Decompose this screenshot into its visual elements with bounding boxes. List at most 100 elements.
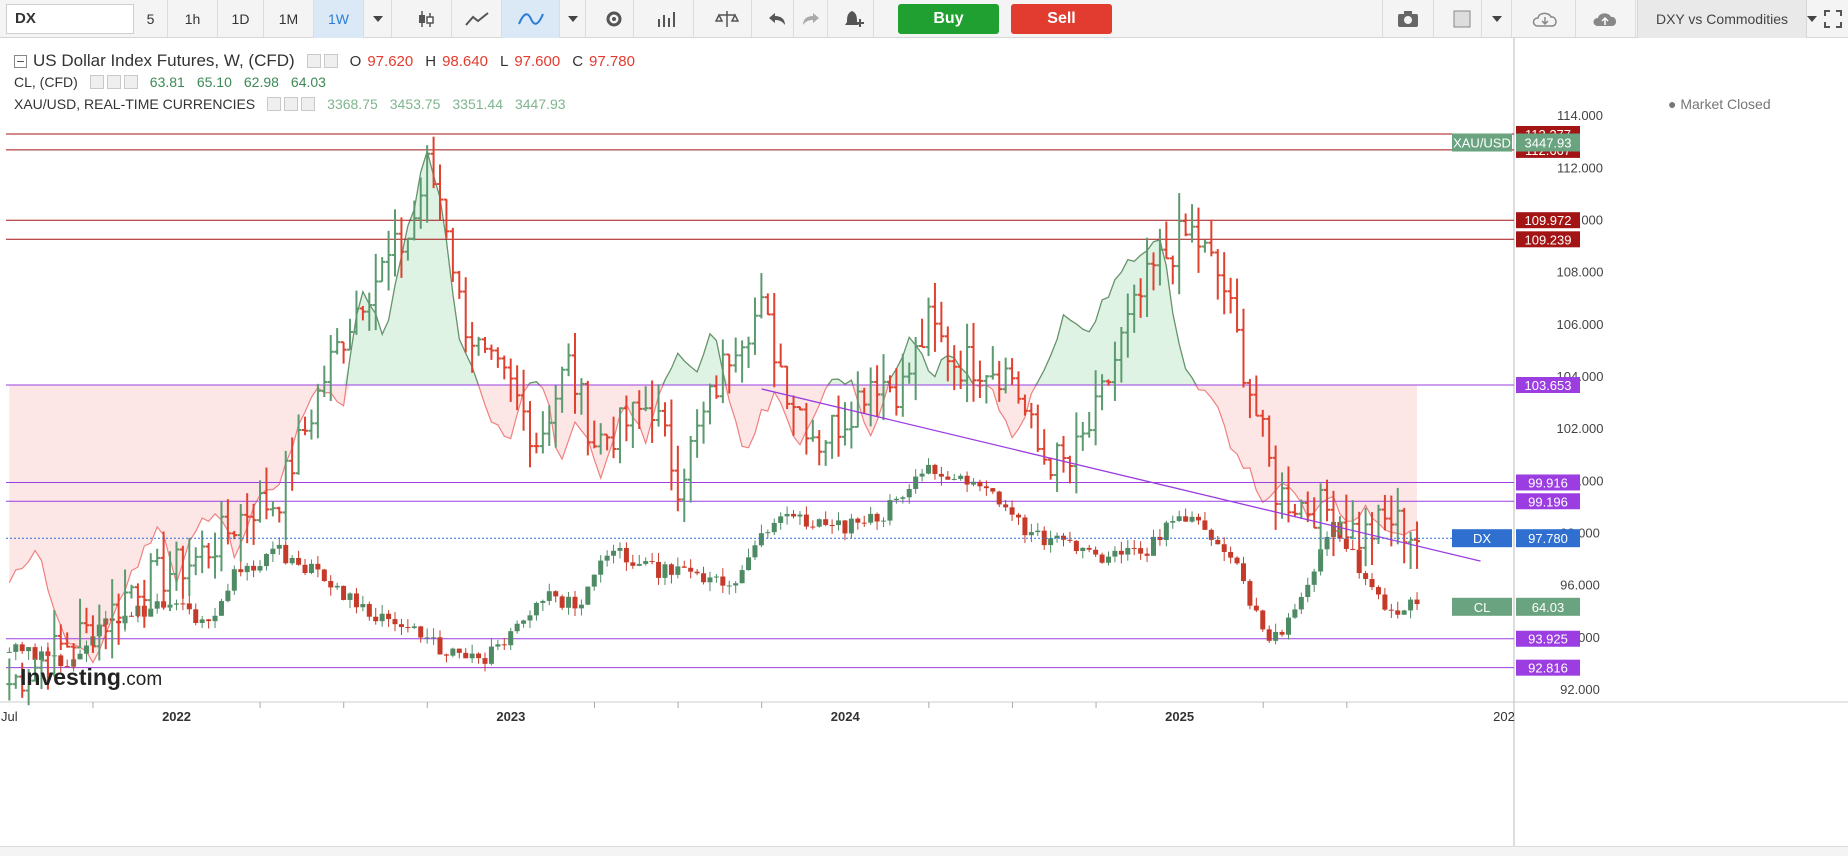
cl-candle (1048, 538, 1054, 546)
sell-button[interactable]: Sell (1011, 4, 1112, 34)
chart-type-candles[interactable] (400, 0, 452, 38)
footer-bar (0, 846, 1848, 856)
cl-candle (559, 596, 565, 608)
price-chart[interactable]: 92.00094.00096.00098.000100.000102.00010… (0, 38, 1848, 856)
eye-icon[interactable] (306, 54, 321, 68)
cl-candle (1035, 530, 1041, 533)
settings-icon[interactable] (284, 97, 299, 111)
cl-candle (1028, 532, 1034, 536)
cl-candle (881, 520, 887, 522)
cl-candle (1183, 516, 1189, 522)
indicators-button[interactable] (502, 0, 560, 38)
cl-candle (1298, 597, 1304, 610)
interval-1w[interactable]: 1W (314, 0, 364, 38)
cl-candle (1105, 556, 1111, 563)
close-icon[interactable] (123, 75, 138, 89)
cl-candle (778, 516, 784, 523)
redo-button[interactable] (794, 0, 828, 38)
cl-candle (1253, 605, 1259, 611)
template-button[interactable] (1442, 0, 1482, 38)
cl-candle (1125, 547, 1131, 555)
cl-candle (1260, 610, 1266, 630)
cl-candle (733, 583, 739, 586)
alert-button[interactable] (834, 0, 874, 38)
series-label-tag (1452, 133, 1512, 152)
layout-dropdown[interactable] (1807, 0, 1817, 38)
cl-candle (855, 518, 861, 523)
price-line-badge (1516, 630, 1580, 647)
load-layout-button[interactable] (1516, 0, 1576, 38)
xau-series-controls[interactable] (267, 97, 316, 111)
settings-button[interactable] (594, 0, 634, 38)
y-tick-label: 112.000 (1557, 160, 1603, 175)
legend-collapse-icon[interactable] (14, 54, 27, 68)
interval-1d[interactable]: 1D (218, 0, 264, 38)
interval-1m[interactable]: 1M (264, 0, 314, 38)
cl-candle (585, 586, 591, 605)
cl-candle (302, 564, 308, 574)
cl-candle (887, 500, 893, 521)
main-series-controls[interactable] (306, 54, 338, 68)
cl-candle (617, 547, 623, 551)
chart-area[interactable]: 92.00094.00096.00098.000100.000102.00010… (0, 38, 1848, 856)
cl-candle (990, 488, 996, 492)
cl-candle (353, 593, 359, 608)
cl-candle (1292, 609, 1298, 618)
cl-candle (758, 533, 764, 546)
eye-icon[interactable] (267, 97, 282, 111)
indicators-dropdown[interactable] (560, 0, 586, 38)
cl-candle (746, 557, 752, 571)
cl-candle (1369, 579, 1375, 588)
layout-select[interactable]: DXY vs Commodities (1637, 0, 1807, 38)
save-layout-button[interactable] (1576, 0, 1636, 38)
xau-close: 3447.93 (514, 96, 566, 112)
interval-5[interactable]: 5 (134, 0, 168, 38)
chart-type-line[interactable] (452, 0, 502, 38)
compare-button[interactable] (642, 0, 694, 38)
cl-candle (1318, 549, 1324, 572)
cl-candle (1118, 550, 1124, 555)
cl-candle (591, 574, 597, 587)
series-badges: XAU/USD 3447.93 DX 97.780 CL 64.03 (1452, 133, 1580, 616)
interval-dropdown[interactable] (364, 0, 392, 38)
close-icon[interactable] (301, 97, 316, 111)
undo-button[interactable] (760, 0, 794, 38)
cl-candle (926, 464, 932, 474)
cl-candle (983, 486, 989, 489)
cl-candle (668, 564, 674, 575)
ohlc-close-value: 97.780 (589, 52, 635, 70)
cl-candle (636, 563, 642, 566)
xau-low: 3351.44 (452, 96, 503, 112)
cl-candle (244, 565, 250, 573)
scale-button[interactable] (702, 0, 752, 38)
cl-candle (938, 473, 944, 477)
cl-candle (19, 644, 25, 652)
cl-candle (803, 514, 809, 527)
cl-candle (1228, 551, 1234, 558)
price-line-label: 92.816 (1528, 661, 1568, 676)
template-dropdown[interactable] (1482, 0, 1512, 38)
snapshot-button[interactable] (1382, 0, 1434, 38)
cl-candle (231, 569, 237, 591)
fullscreen-icon (1824, 10, 1842, 28)
fullscreen-button[interactable] (1818, 0, 1848, 38)
cl-candle (456, 648, 462, 653)
legend-xau: XAU/USD, REAL-TIME CURRENCIES 3368.75 34… (14, 96, 566, 112)
x-tick-label: 2025 (1165, 709, 1194, 724)
eye-icon[interactable] (89, 75, 104, 89)
cl-series-controls[interactable] (89, 75, 138, 89)
cl-candle (424, 637, 430, 639)
price-line-label: 93.925 (1528, 632, 1568, 647)
cl-candle (263, 554, 269, 567)
settings-icon[interactable] (323, 54, 338, 68)
buy-button[interactable]: Buy (898, 4, 999, 34)
interval-1h[interactable]: 1h (168, 0, 218, 38)
x-tick-label: Jul (1, 709, 18, 724)
cl-candle (379, 613, 385, 622)
cl-candle (1414, 599, 1420, 605)
cl-candle (450, 648, 456, 656)
symbol-input[interactable]: DX (6, 4, 134, 34)
cl-candle (694, 571, 700, 574)
price-line-label: 103.653 (1525, 378, 1572, 393)
settings-icon[interactable] (106, 75, 121, 89)
